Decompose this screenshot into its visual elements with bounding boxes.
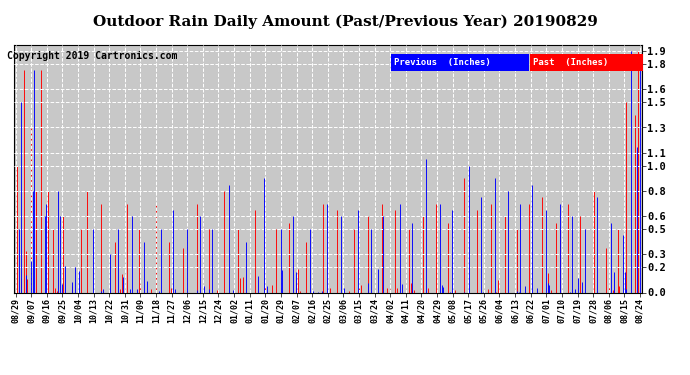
FancyBboxPatch shape (391, 54, 529, 71)
Text: Copyright 2019 Cartronics.com: Copyright 2019 Cartronics.com (7, 51, 177, 61)
Text: Past  (Inches): Past (Inches) (533, 58, 609, 67)
Text: Outdoor Rain Daily Amount (Past/Previous Year) 20190829: Outdoor Rain Daily Amount (Past/Previous… (92, 15, 598, 29)
FancyBboxPatch shape (530, 54, 643, 71)
Text: Previous  (Inches): Previous (Inches) (394, 58, 491, 67)
